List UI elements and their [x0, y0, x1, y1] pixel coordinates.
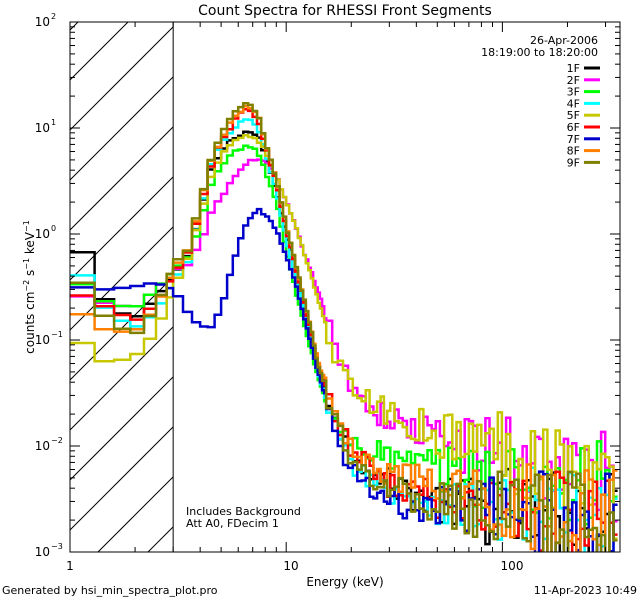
hatch-line — [147, 526, 174, 552]
svg-text:−2: −2 — [51, 436, 63, 445]
y-tick-label-1e2: 10 2 — [35, 12, 56, 29]
generated-timestamp: 11-Apr-2023 10:49 — [534, 584, 637, 597]
legend-label-2F: 2F — [567, 74, 580, 87]
legend-label-1F: 1F — [567, 62, 580, 75]
legend-label-4F: 4F — [567, 97, 580, 110]
generator-credit: Generated by hsi_min_spectra_plot.pro — [2, 584, 218, 597]
series-line-7F — [70, 207, 618, 552]
series-line-9F — [70, 102, 618, 552]
svg-text:10: 10 — [35, 121, 50, 135]
hatch-line — [97, 476, 174, 552]
legend-label-8F: 8F — [567, 145, 580, 158]
hatched-region — [70, 22, 174, 552]
x-tick-label-10: 10 — [283, 559, 298, 573]
y-axis-label: counts cm−2 s−1 keV−1 — [22, 220, 37, 354]
attenuator-note: Att A0, FDecim 1 — [186, 517, 279, 530]
background-note: Includes Background — [186, 505, 301, 518]
x-tick-label-1: 1 — [66, 559, 74, 573]
hatch-line — [70, 22, 79, 31]
series-group — [70, 102, 618, 552]
hatch-line — [70, 426, 174, 531]
svg-text:10: 10 — [35, 15, 50, 29]
hatch-line — [70, 376, 174, 481]
svg-text:1: 1 — [51, 118, 56, 127]
svg-text:10: 10 — [35, 545, 50, 559]
time-range-annotation: 18:19:00 to 18:20:00 — [481, 46, 598, 59]
legend-label-3F: 3F — [567, 86, 580, 99]
svg-text:10: 10 — [35, 439, 50, 453]
axis-ticks — [69, 21, 620, 553]
hatch-line — [70, 226, 174, 331]
y-tick-label-1e-1: 10 −1 — [35, 330, 63, 347]
svg-text:2: 2 — [51, 12, 56, 21]
svg-text:−3: −3 — [51, 542, 63, 551]
x-tick-label-100: 100 — [501, 559, 524, 573]
y-tick-label-1e0: 10 0 — [35, 224, 56, 241]
x-axis-label: Energy (keV) — [306, 575, 383, 589]
date-annotation: 26-Apr-2006 — [530, 34, 598, 47]
y-tick-label-1e1: 10 1 — [35, 118, 56, 135]
svg-text:10: 10 — [35, 333, 50, 347]
svg-text:−1: −1 — [51, 330, 63, 339]
hatch-line — [70, 76, 174, 181]
hatch-line — [70, 326, 174, 431]
y-tick-label-1e-3: 10 −3 — [35, 542, 63, 559]
legend-label-5F: 5F — [567, 109, 580, 122]
y-tick-label-1e-2: 10 −2 — [35, 436, 63, 453]
hatch-line — [70, 22, 129, 81]
plot-frame — [69, 21, 621, 553]
hatch-line — [70, 176, 174, 281]
legend-label-6F: 6F — [567, 121, 580, 134]
hatch-line — [70, 126, 174, 231]
svg-text:10: 10 — [35, 227, 50, 241]
chart-title: Count Spectra for RHESSI Front Segments — [198, 3, 492, 19]
legend-label-7F: 7F — [567, 133, 580, 146]
svg-text:0: 0 — [51, 224, 56, 233]
hatch-line — [70, 26, 174, 131]
legend-label-9F: 9F — [567, 156, 580, 169]
